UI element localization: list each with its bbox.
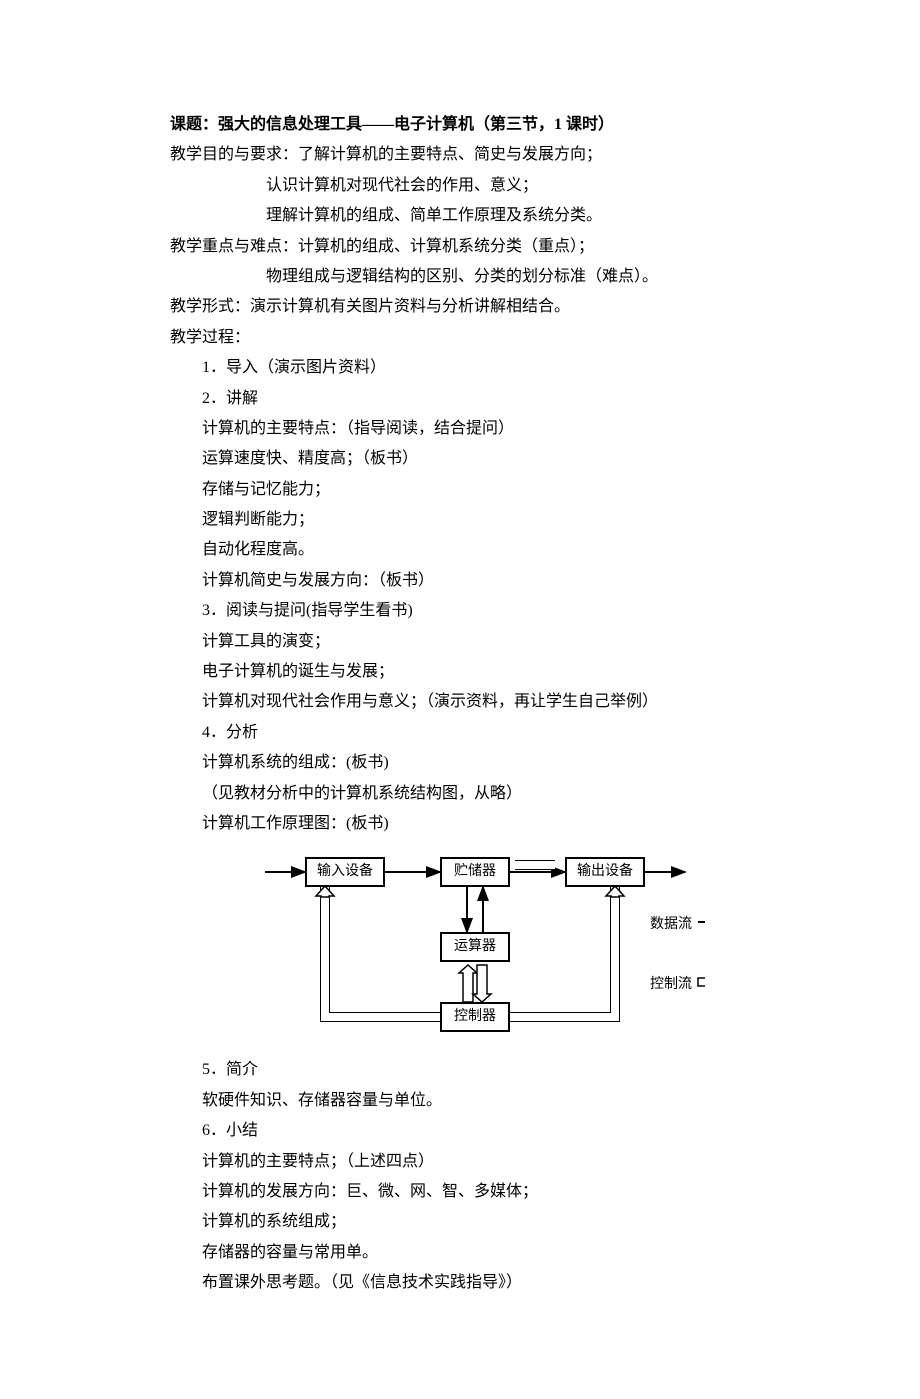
text-line: 3．阅读与提问(指导学生看书) xyxy=(170,596,750,626)
text-line: 软硬件知识、存储器容量与单位。 xyxy=(170,1086,750,1116)
text-line: 存储与记忆能力； xyxy=(170,475,750,505)
text-line: 计算机的主要特点；（上述四点） xyxy=(170,1147,750,1177)
text-line: 教学目的与要求：了解计算机的主要特点、简史与发展方向； xyxy=(170,140,750,170)
text-line: 逻辑判断能力； xyxy=(170,505,750,535)
text-line: 计算机简史与发展方向：（板书） xyxy=(170,566,750,596)
diagram-box-control: 控制器 xyxy=(440,1002,510,1032)
text-line: 6．小结 xyxy=(170,1116,750,1146)
text-line: 1．导入（演示图片资料） xyxy=(170,353,750,383)
text-line: 计算机的发展方向：巨、微、网、智、多媒体； xyxy=(170,1177,750,1207)
text-line: 电子计算机的诞生与发展； xyxy=(170,657,750,687)
text-line: 教学过程： xyxy=(170,323,750,353)
content-before-diagram: 教学目的与要求：了解计算机的主要特点、简史与发展方向；认识计算机对现代社会的作用… xyxy=(170,140,750,839)
text-line: 理解计算机的组成、简单工作原理及系统分类。 xyxy=(170,201,750,231)
content-after-diagram: 5．简介软硬件知识、存储器容量与单位。6．小结计算机的主要特点；（上述四点）计算… xyxy=(170,1055,750,1298)
text-line: 5．简介 xyxy=(170,1055,750,1085)
diagram-container: 输入设备 贮储器 输出设备运算器控制器 数据流控制流 xyxy=(200,847,750,1047)
diagram-box-output: 输出设备 xyxy=(565,857,645,887)
text-line: 计算机系统的组成：(板书) xyxy=(170,748,750,778)
text-line: 教学重点与难点：计算机的组成、计算机系统分类（重点）； xyxy=(170,232,750,262)
legend-label: 数据流 xyxy=(650,912,692,939)
text-line: 认识计算机对现代社会的作用、意义； xyxy=(170,171,750,201)
text-line: 计算机工作原理图：(板书) xyxy=(170,809,750,839)
text-line: 计算机的主要特点：（指导阅读，结合提问） xyxy=(170,414,750,444)
computer-principle-diagram: 输入设备 贮储器 输出设备运算器控制器 数据流控制流 xyxy=(245,847,705,1047)
diagram-box-alu: 运算器 xyxy=(440,932,510,962)
text-line: 教学形式：演示计算机有关图片资料与分析讲解相结合。 xyxy=(170,292,750,322)
text-line: 计算工具的演变； xyxy=(170,627,750,657)
document-title: 课题：强大的信息处理工具——电子计算机（第三节，1 课时） xyxy=(170,110,750,140)
diagram-box-input: 输入设备 xyxy=(305,857,385,887)
text-line: 物理组成与逻辑结构的区别、分类的划分标准（难点）。 xyxy=(170,262,750,292)
text-line: 运算速度快、精度高；（板书） xyxy=(170,444,750,474)
text-line: 布置课外思考题。（见《信息技术实践指导》） xyxy=(170,1268,750,1298)
text-line: 自动化程度高。 xyxy=(170,535,750,565)
text-line: 2．讲解 xyxy=(170,384,750,414)
text-line: （见教材分析中的计算机系统结构图，从略） xyxy=(170,779,750,809)
text-line: 存储器的容量与常用单。 xyxy=(170,1238,750,1268)
text-line: 计算机的系统组成； xyxy=(170,1207,750,1237)
legend-label: 控制流 xyxy=(650,972,692,999)
text-line: 计算机对现代社会作用与意义；（演示资料，再让学生自己举例） xyxy=(170,687,750,717)
text-line: 4．分析 xyxy=(170,718,750,748)
diagram-box-storage: 贮储器 xyxy=(440,857,510,887)
